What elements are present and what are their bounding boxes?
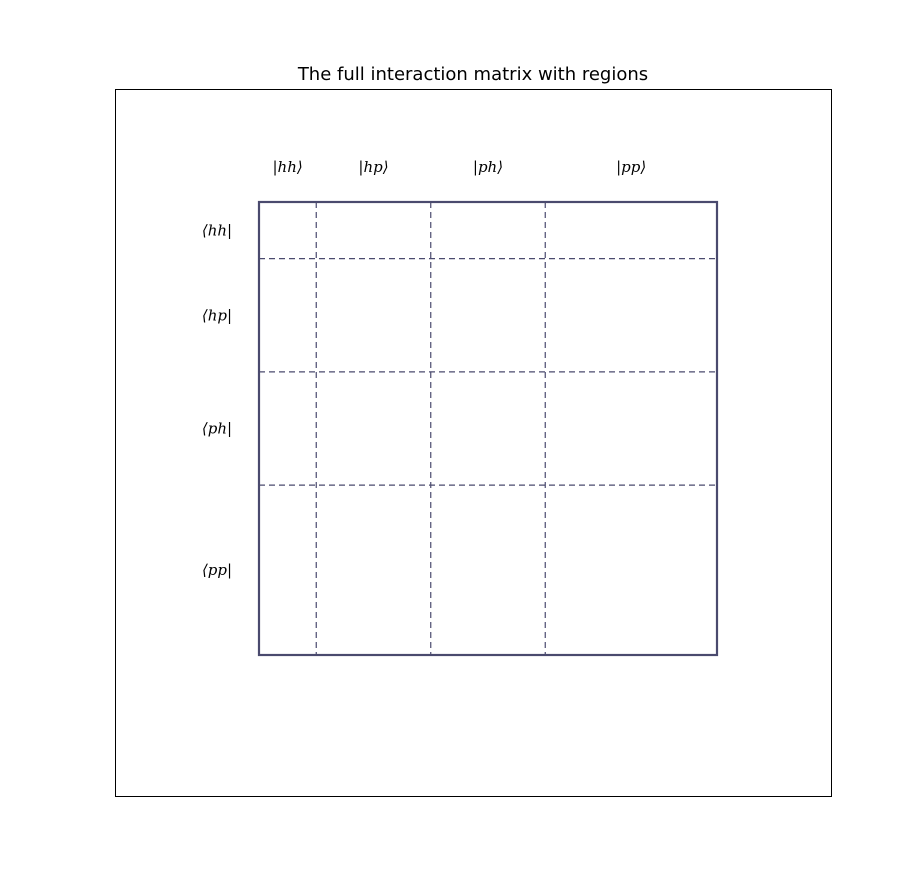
row-labels: ⟨hh| ⟨hp| ⟨ph| ⟨pp| — [202, 221, 232, 579]
column-label: |pp⟩ — [616, 158, 646, 176]
matrix-border — [259, 202, 717, 655]
axes-frame — [116, 90, 832, 797]
column-label: |hp⟩ — [358, 158, 388, 176]
row-label: ⟨hp| — [202, 306, 232, 324]
column-label: |hh⟩ — [273, 158, 303, 176]
row-label: ⟨pp| — [202, 561, 232, 579]
column-labels: |hh⟩ |hp⟩ |ph⟩ |pp⟩ — [273, 158, 647, 176]
row-label: ⟨ph| — [202, 420, 232, 438]
column-label: |ph⟩ — [473, 158, 503, 176]
row-label: ⟨hh| — [202, 221, 232, 239]
region-dividers — [259, 202, 717, 655]
